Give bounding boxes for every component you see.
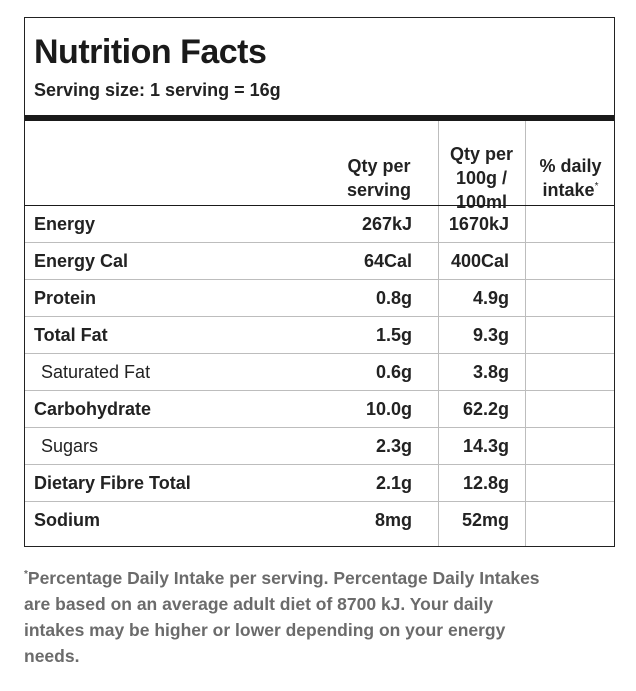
table-row: Energy 267kJ 1670kJ — [25, 205, 614, 242]
footnote-line: Percentage Daily Intake per serving. Per… — [27, 568, 540, 588]
header-per-serving: Qty per serving — [325, 154, 433, 202]
qty-per-serving: 1.5g — [375, 325, 412, 345]
qty-per-serving: 2.3g — [375, 436, 412, 456]
footnote-mark: * — [24, 569, 28, 581]
table-row: Saturated Fat 0.6g 3.8g — [25, 353, 614, 390]
table-row: Sodium 8mg 52mg — [25, 501, 614, 538]
header-daily-intake-line: % daily — [539, 156, 602, 176]
qty-per-serving: 0.6g — [375, 362, 412, 382]
nutrient-name: Sugars — [41, 436, 99, 456]
panel-title: Nutrition Facts — [34, 33, 267, 71]
qty-per-100: 3.8g — [472, 362, 509, 382]
nutrient-name: Carbohydrate — [34, 399, 152, 419]
table-row: Protein 0.8g 4.9g — [25, 279, 614, 316]
qty-per-serving: 2.1g — [375, 473, 412, 493]
table-row: Total Fat 1.5g 9.3g — [25, 316, 614, 353]
header-per-100-line: 100ml — [455, 192, 508, 212]
header-rule — [25, 115, 614, 121]
footnote: *Percentage Daily Intake per serving. Pe… — [24, 565, 624, 669]
nutrition-panel: Nutrition Facts Serving size: 1 serving … — [24, 17, 615, 547]
footnote-line: are based on an average adult diet of 87… — [24, 594, 494, 614]
nutrient-name: Energy Cal — [34, 251, 129, 271]
serving-size: Serving size: 1 serving = 16g — [34, 80, 281, 100]
header-per-100-line: 100g / — [455, 168, 508, 188]
nutrient-table: Energy 267kJ 1670kJ Energy Cal 64Cal 400Cal Pr… — [25, 205, 614, 538]
header-per-100-line: Qty per — [449, 144, 514, 164]
qty-per-serving: 64Cal — [363, 251, 412, 271]
footnote-line: intakes may be higher or lower depending… — [24, 620, 506, 640]
header-per-serving-line: Qty per — [347, 156, 411, 176]
nutrient-name: Sodium — [34, 510, 100, 530]
header-daily-intake-line: intake* — [525, 178, 616, 202]
qty-per-100: 52mg — [461, 510, 509, 530]
header-per-100: Qty per 100g / 100ml — [438, 142, 525, 214]
nutrient-name: Dietary Fibre Total — [34, 473, 191, 493]
header-daily-intake-text: intake — [542, 180, 595, 200]
footnote-line: needs. — [24, 646, 80, 666]
qty-per-serving: 267kJ — [361, 214, 412, 234]
column-divider-2 — [525, 121, 526, 546]
nutrient-name: Protein — [34, 288, 97, 308]
table-row: Energy Cal 64Cal 400Cal — [25, 242, 614, 279]
nutrient-name: Saturated Fat — [41, 362, 151, 382]
asterisk-mark: * — [594, 181, 599, 192]
nutrient-name: Total Fat — [34, 325, 108, 345]
table-row: Sugars 2.3g 14.3g — [25, 427, 614, 464]
qty-per-100: 62.2g — [462, 399, 509, 419]
header-per-serving-line: serving — [346, 180, 412, 200]
qty-per-serving: 8mg — [374, 510, 412, 530]
qty-per-100: 1670kJ — [448, 214, 509, 234]
qty-per-serving: 0.8g — [375, 288, 412, 308]
qty-per-100: 14.3g — [462, 436, 509, 456]
table-row: Dietary Fibre Total 2.1g 12.8g — [25, 464, 614, 501]
column-divider-1 — [438, 121, 439, 546]
qty-per-100: 12.8g — [462, 473, 509, 493]
header-daily-intake: % daily intake* — [525, 154, 616, 202]
qty-per-100: 400Cal — [450, 251, 509, 271]
qty-per-100: 4.9g — [472, 288, 509, 308]
table-row: Carbohydrate 10.0g 62.2g — [25, 390, 614, 427]
nutrient-name: Energy — [34, 214, 96, 234]
table-header: Qty per serving Qty per 100g / 100ml % d… — [25, 121, 614, 243]
qty-per-100: 9.3g — [472, 325, 509, 345]
qty-per-serving: 10.0g — [365, 399, 412, 419]
